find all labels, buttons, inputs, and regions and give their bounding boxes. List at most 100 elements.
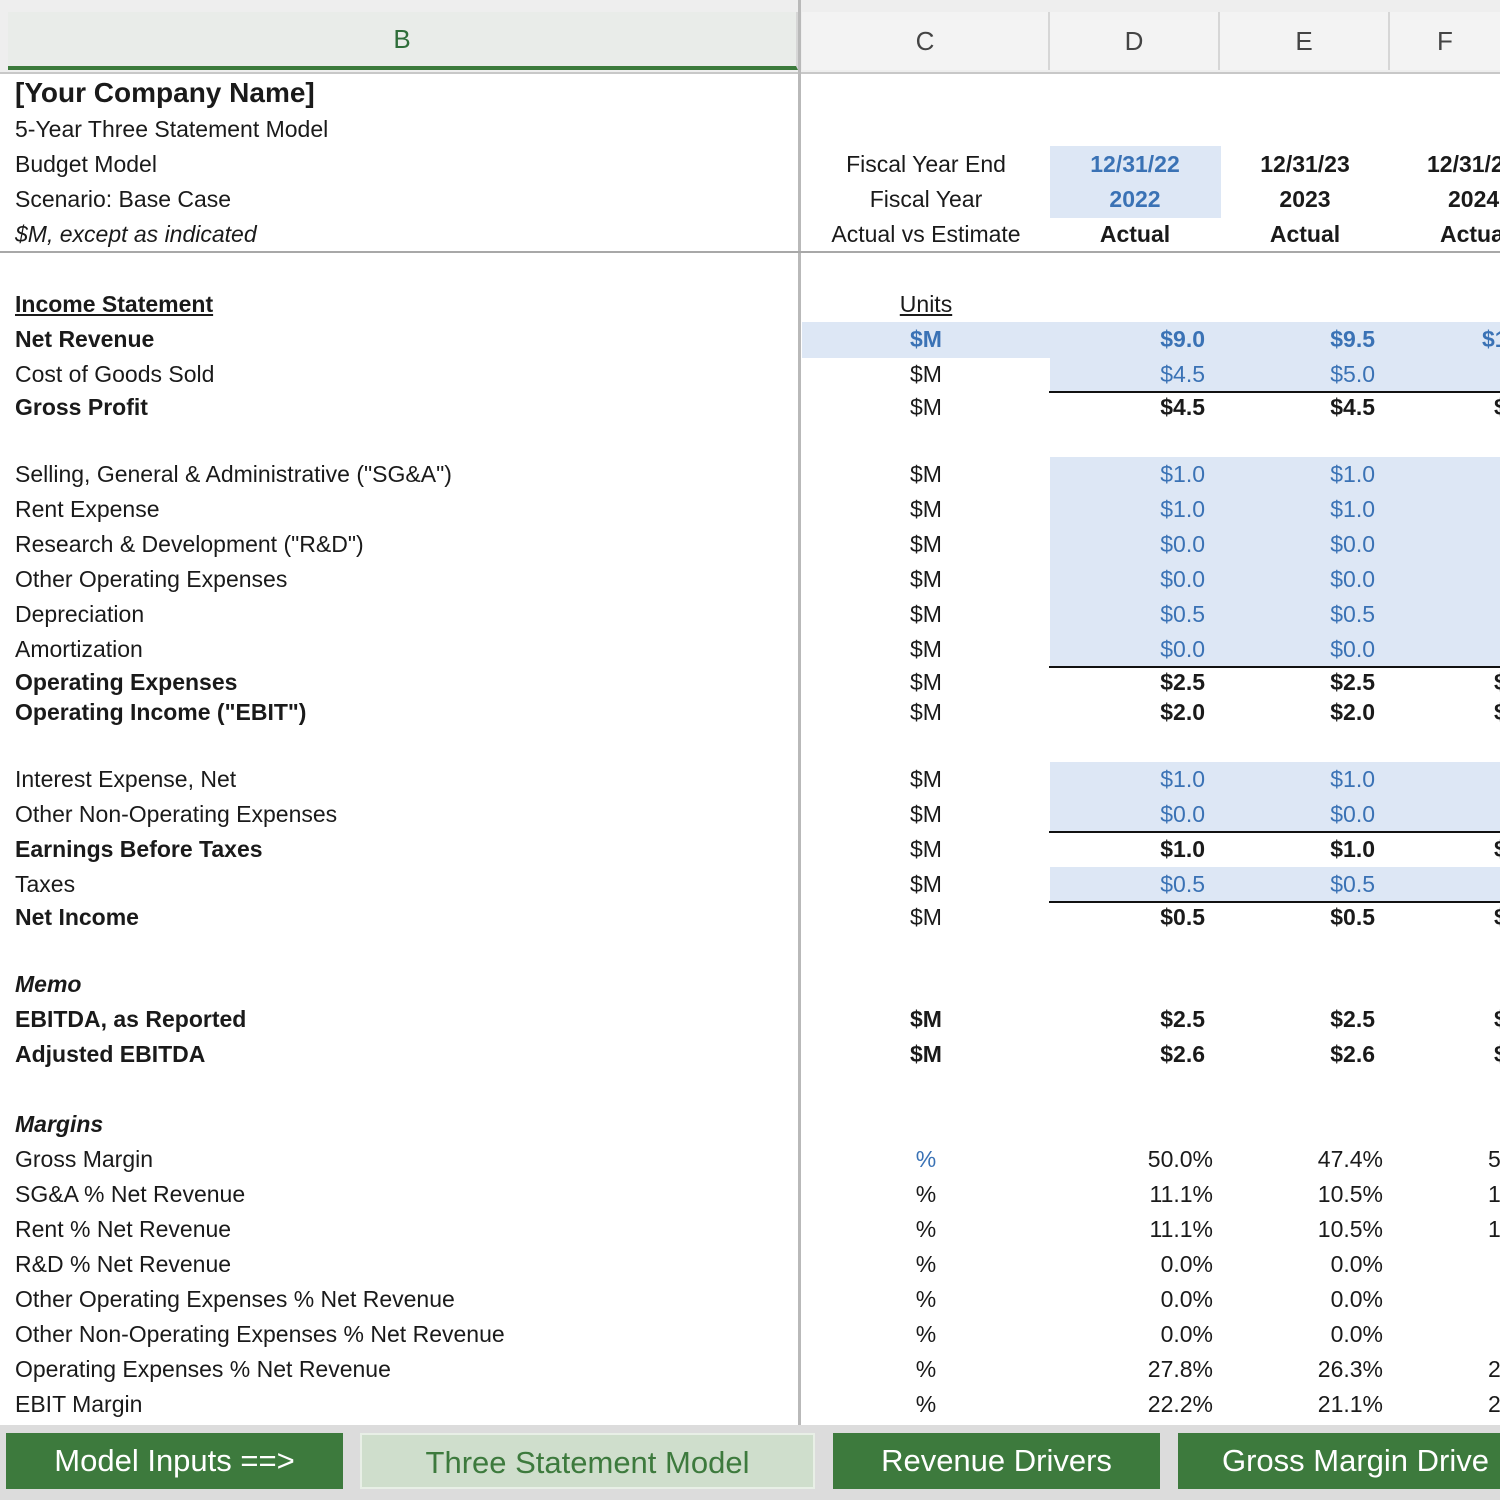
row-label[interactable]: Net Revenue — [15, 326, 155, 352]
row-label[interactable]: Net Income — [15, 904, 139, 930]
row-unit[interactable]: % — [915, 1181, 937, 1207]
row-label[interactable]: Amortization — [15, 636, 143, 662]
row-unit[interactable]: $M — [910, 461, 942, 487]
value-e[interactable]: 47.4% — [1317, 1146, 1383, 1172]
tab-model-inputs[interactable]: Model Inputs ==> — [6, 1433, 343, 1489]
row-unit[interactable]: $M — [910, 1041, 942, 1067]
value-d[interactable]: 50.0% — [1147, 1146, 1213, 1172]
value-d[interactable]: 22.2% — [1147, 1391, 1213, 1417]
value-e[interactable]: 10.5% — [1317, 1216, 1383, 1242]
value-d[interactable]: $0.0 — [1160, 531, 1205, 557]
row-label[interactable]: EBIT Margin — [15, 1391, 143, 1417]
value-d[interactable]: $2.0 — [1160, 699, 1205, 725]
value-f[interactable]: $ — [1494, 900, 1500, 935]
row-label[interactable]: EBITDA, as Reported — [15, 1006, 247, 1032]
value-e[interactable]: 26.3% — [1317, 1356, 1383, 1382]
value-d[interactable]: $9.0 — [1160, 326, 1205, 352]
value-e[interactable]: 0.0% — [1330, 1286, 1383, 1312]
row-label[interactable]: Adjusted EBITDA — [15, 1041, 206, 1067]
row-label[interactable]: Taxes — [15, 871, 76, 897]
value-f[interactable]: $ — [1494, 832, 1500, 867]
value-e[interactable]: $2.5 — [1330, 669, 1375, 695]
value-d[interactable]: $0.0 — [1160, 566, 1205, 592]
row-label[interactable]: Other Operating Expenses % Net Revenue — [15, 1286, 455, 1312]
model-subtitle[interactable]: 5-Year Three Statement Model — [15, 116, 329, 142]
row-unit[interactable]: % — [915, 1356, 937, 1382]
value-e[interactable]: 0.0% — [1330, 1321, 1383, 1347]
value-e[interactable]: $5.0 — [1330, 361, 1375, 387]
row-unit[interactable]: % — [915, 1286, 937, 1312]
value-d[interactable]: $0.5 — [1160, 601, 1205, 627]
value-d[interactable]: $4.5 — [1160, 394, 1205, 420]
value-e[interactable]: $1.0 — [1330, 461, 1375, 487]
value-d[interactable]: 27.8% — [1147, 1356, 1213, 1382]
value-e[interactable]: $0.5 — [1330, 904, 1375, 930]
period-end-f[interactable]: 12/31/2 — [1427, 151, 1500, 177]
value-e[interactable]: $2.5 — [1330, 1006, 1375, 1032]
value-f[interactable]: 2 — [1488, 1391, 1500, 1417]
value-f[interactable]: 5 — [1488, 1146, 1500, 1172]
value-d[interactable]: $0.0 — [1160, 801, 1205, 827]
row-unit[interactable]: $M — [910, 904, 942, 930]
value-e[interactable]: 0.0% — [1330, 1251, 1383, 1277]
value-e[interactable]: 21.1% — [1317, 1391, 1383, 1417]
row-label[interactable]: Operating Expenses % Net Revenue — [15, 1356, 391, 1382]
row-unit[interactable]: $M — [910, 766, 942, 792]
period-end-e[interactable]: 12/31/23 — [1260, 151, 1350, 177]
row-label[interactable]: Rent % Net Revenue — [15, 1216, 232, 1242]
company-name[interactable]: [Your Company Name] — [15, 77, 315, 108]
value-e[interactable]: $0.0 — [1330, 636, 1375, 662]
column-header-d[interactable]: D — [1050, 12, 1220, 70]
row-unit[interactable]: $M — [910, 361, 942, 387]
row-unit[interactable]: $M — [910, 326, 942, 352]
row-label[interactable]: Other Non-Operating Expenses % Net Reven… — [15, 1321, 505, 1347]
row-unit[interactable]: $M — [910, 1006, 942, 1032]
actual-vs-estimate-label[interactable]: Actual vs Estimate — [831, 221, 1021, 247]
value-e[interactable]: $1.0 — [1330, 836, 1375, 862]
row-unit[interactable]: % — [915, 1146, 937, 1172]
column-header-f[interactable]: F — [1390, 12, 1500, 70]
row-label[interactable]: R&D % Net Revenue — [15, 1251, 232, 1277]
model-type[interactable]: Budget Model — [15, 151, 157, 177]
column-header-e[interactable]: E — [1220, 12, 1390, 70]
value-e[interactable]: $0.5 — [1330, 871, 1375, 897]
value-e[interactable]: $1.0 — [1330, 766, 1375, 792]
value-f[interactable]: 2 — [1488, 1356, 1500, 1382]
value-d[interactable]: $4.5 — [1160, 361, 1205, 387]
row-unit[interactable]: $M — [910, 871, 942, 897]
row-label[interactable]: Earnings Before Taxes — [15, 836, 263, 862]
row-unit[interactable]: % — [915, 1216, 937, 1242]
column-header-c[interactable]: C — [802, 12, 1050, 70]
period-year-e[interactable]: 2023 — [1279, 186, 1331, 212]
period-year-f[interactable]: 2024 — [1448, 186, 1500, 212]
row-unit[interactable]: % — [915, 1251, 937, 1277]
value-e[interactable]: $0.0 — [1330, 566, 1375, 592]
value-f[interactable]: $ — [1494, 1037, 1500, 1072]
period-status-f[interactable]: Actua — [1440, 221, 1500, 247]
value-d[interactable]: $2.5 — [1160, 669, 1205, 695]
period-end-d[interactable]: 12/31/22 — [1090, 151, 1180, 177]
income-statement-heading[interactable]: Income Statement — [15, 291, 214, 317]
row-label[interactable]: Rent Expense — [15, 496, 160, 522]
fiscal-year-label[interactable]: Fiscal Year — [869, 186, 983, 212]
value-d[interactable]: $0.5 — [1160, 871, 1205, 897]
value-e[interactable]: 10.5% — [1317, 1181, 1383, 1207]
row-label[interactable]: Research & Development ("R&D") — [15, 531, 364, 557]
tab-gross-margin-drivers[interactable]: Gross Margin Drive — [1178, 1433, 1500, 1489]
value-e[interactable]: $0.5 — [1330, 601, 1375, 627]
row-unit[interactable]: $M — [910, 636, 942, 662]
value-d[interactable]: 0.0% — [1160, 1251, 1213, 1277]
units-note[interactable]: $M, except as indicated — [15, 221, 257, 247]
value-d[interactable]: $0.0 — [1160, 636, 1205, 662]
row-label[interactable]: Cost of Goods Sold — [15, 361, 215, 387]
value-e[interactable]: $0.0 — [1330, 531, 1375, 557]
period-year-d[interactable]: 2022 — [1109, 186, 1161, 212]
value-f[interactable]: $ — [1494, 1002, 1500, 1037]
value-f[interactable]: 1 — [1488, 1181, 1500, 1207]
value-d[interactable]: 0.0% — [1160, 1286, 1213, 1312]
row-label[interactable]: Selling, General & Administrative ("SG&A… — [15, 461, 452, 487]
value-e[interactable]: $1.0 — [1330, 496, 1375, 522]
row-unit[interactable]: $M — [910, 531, 942, 557]
period-status-d[interactable]: Actual — [1099, 221, 1171, 247]
value-f[interactable]: $ — [1494, 695, 1500, 730]
